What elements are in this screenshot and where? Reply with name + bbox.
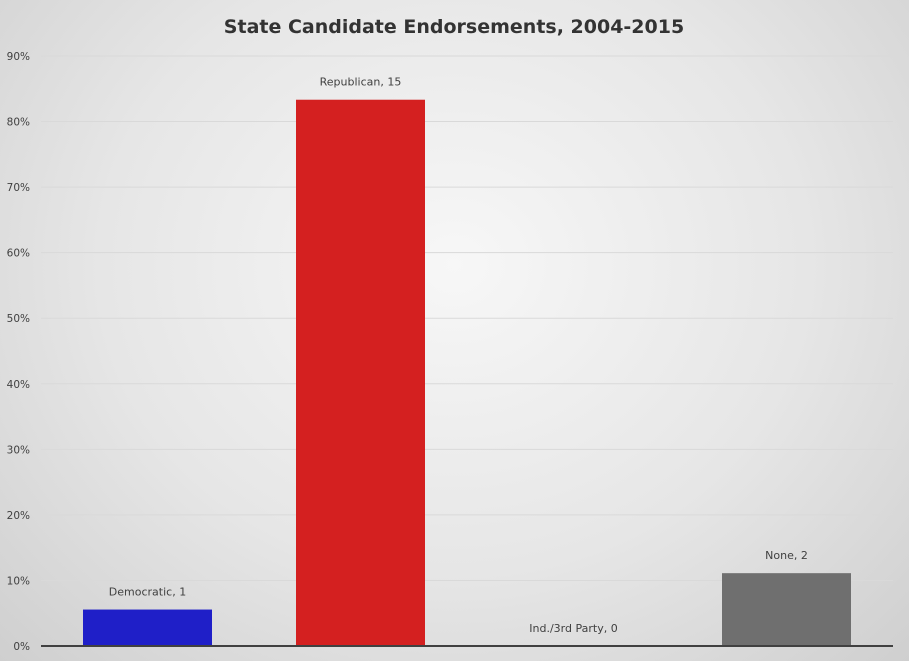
bar-democratic <box>83 609 212 646</box>
chart-title: State Candidate Endorsements, 2004-2015 <box>224 16 684 38</box>
y-tick-label: 30% <box>7 444 30 456</box>
data-label: Democratic, 1 <box>109 586 186 599</box>
data-label: Republican, 15 <box>320 76 402 89</box>
y-tick-label: 0% <box>13 641 30 653</box>
data-label: Ind./3rd Party, 0 <box>529 622 617 635</box>
y-tick-label: 90% <box>7 51 30 63</box>
y-tick-label: 80% <box>7 117 30 129</box>
y-tick-label: 20% <box>7 510 30 522</box>
data-label: None, 2 <box>765 549 808 562</box>
bar-republican <box>296 99 425 646</box>
y-tick-label: 10% <box>7 575 30 587</box>
bar-none <box>722 573 851 646</box>
y-tick-label: 40% <box>7 379 30 391</box>
y-tick-label: 60% <box>7 248 30 260</box>
y-tick-label: 70% <box>7 182 30 194</box>
y-tick-label: 50% <box>7 313 30 325</box>
